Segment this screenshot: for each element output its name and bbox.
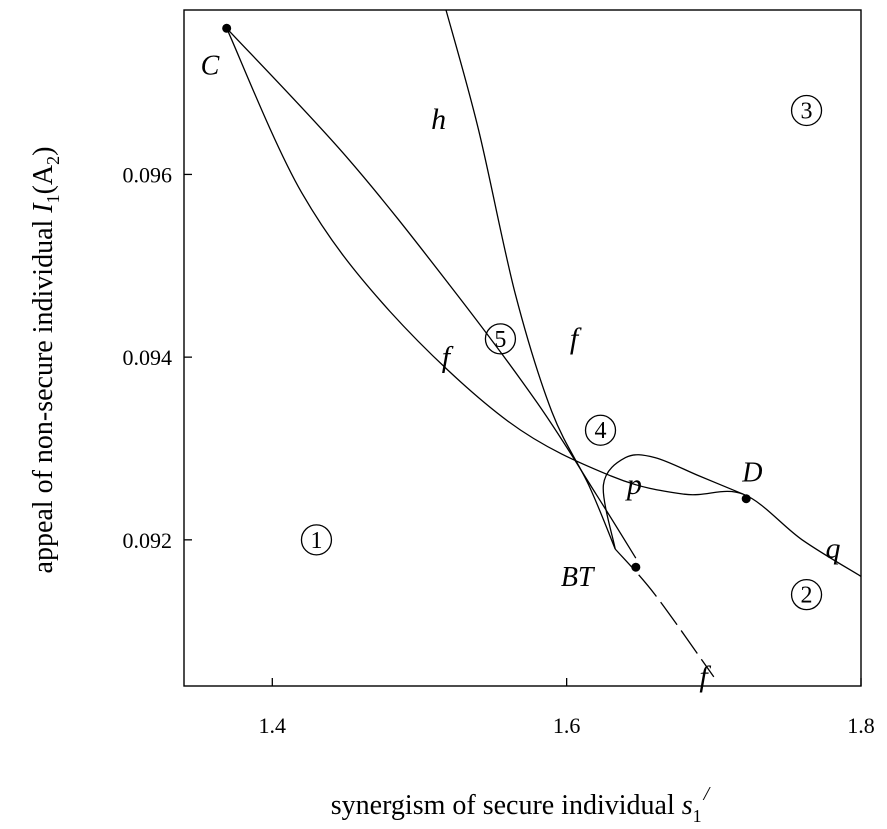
region-label-3: 3 bbox=[801, 98, 813, 124]
y-axis-title-text: appeal of non-secure individual bbox=[28, 220, 59, 574]
x-axis-symbol-sub: 1 bbox=[693, 806, 702, 826]
y-axis-paren-sub: 2 bbox=[43, 156, 63, 165]
region-marker-4 bbox=[584, 414, 617, 446]
curve-f-0 bbox=[226, 28, 861, 577]
curve-layer bbox=[226, 10, 861, 678]
x-axis-symbol: s bbox=[682, 790, 693, 821]
region-marker-5 bbox=[484, 323, 517, 355]
tick-layer: 1.4 1.6 1.8 0.092 0.094 0.096 bbox=[123, 162, 875, 738]
region-label-2: 2 bbox=[801, 583, 813, 609]
y-axis-close: ) bbox=[28, 147, 59, 156]
point-c bbox=[222, 23, 232, 33]
region-marker-1 bbox=[300, 524, 333, 556]
x-tick-label: 1.4 bbox=[259, 713, 287, 738]
x-axis-title: synergism of secure individual s1/ bbox=[331, 783, 712, 826]
region-label-4: 4 bbox=[595, 418, 607, 444]
x-axis-symbol-sup: / bbox=[703, 783, 712, 805]
region-label-1: 1 bbox=[310, 528, 322, 554]
x-tick-label: 1.8 bbox=[847, 713, 875, 738]
point-label-d: D bbox=[741, 458, 762, 489]
y-tick-label: 0.092 bbox=[123, 528, 173, 553]
x-tick-label: 1.6 bbox=[553, 713, 581, 738]
curve-label-p-3: p bbox=[625, 468, 642, 501]
curve-label-h-0: h bbox=[431, 103, 446, 136]
curve-f-2 bbox=[614, 548, 715, 678]
curve-h-3 bbox=[445, 10, 616, 550]
y-tick-label: 0.094 bbox=[123, 345, 173, 370]
region-label-5: 5 bbox=[494, 327, 506, 353]
point-bt bbox=[631, 562, 641, 572]
region-marker-3 bbox=[790, 94, 823, 127]
y-axis-paren: (A bbox=[28, 164, 59, 194]
curve-label-f-1: f bbox=[442, 340, 454, 373]
point-label-bt: BT bbox=[561, 562, 596, 593]
plot-frame bbox=[183, 9, 862, 687]
curve-p-4 bbox=[602, 454, 744, 550]
y-axis-symbol-sub: 1 bbox=[43, 194, 63, 203]
point-layer: C D BT bbox=[201, 23, 762, 593]
curve-label-f-2: f bbox=[570, 322, 582, 355]
point-d bbox=[741, 494, 751, 504]
curve-f-1 bbox=[226, 27, 637, 559]
y-axis-symbol: I bbox=[28, 202, 59, 214]
y-axis-title: appeal of non-secure individual I1(A2) bbox=[28, 147, 63, 574]
y-tick-label: 0.096 bbox=[123, 162, 173, 187]
label-layer: h f f p q f 1 2 3 4 5 bbox=[300, 94, 841, 693]
x-axis-title-text: synergism of secure individual bbox=[331, 790, 675, 821]
curve-label-q-4: q bbox=[826, 532, 841, 565]
point-label-c: C bbox=[201, 50, 220, 81]
curve-label-f-5: f bbox=[699, 660, 711, 693]
region-marker-2 bbox=[790, 578, 823, 611]
